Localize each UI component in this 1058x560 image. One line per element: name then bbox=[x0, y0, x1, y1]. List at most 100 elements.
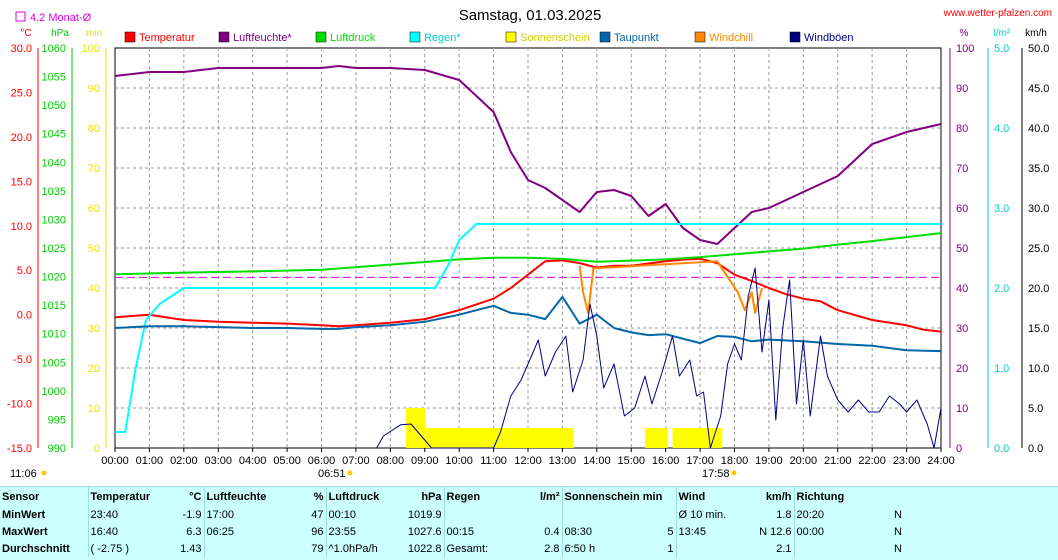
stats-cell: 1022.8 bbox=[407, 542, 442, 555]
stats-cell: 23:40 bbox=[87, 506, 154, 523]
series-line bbox=[114, 295, 942, 353]
left-axis-tick-label: 1000 bbox=[42, 386, 66, 398]
sunshine-bar bbox=[567, 428, 571, 448]
axes: 00:00 01:00 02:00 03:00 04:00 05:00 06:00 07:00… bbox=[7, 28, 1050, 467]
weather-chart: 00:00 01:00 02:00 03:00 04:00 05:00 06:00 07:00… bbox=[7, 7, 1052, 480]
stats-cell: 96 bbox=[311, 525, 324, 538]
right-axis-tick-label: 30 bbox=[956, 323, 968, 335]
stats-header: Richtung bbox=[793, 487, 904, 506]
sunshine-bar bbox=[433, 428, 437, 448]
sunshine-bars bbox=[405, 408, 723, 448]
sunshine-bar bbox=[672, 428, 676, 448]
right-axis-tick-label: 0.0 bbox=[1028, 443, 1043, 455]
sunshine-bar bbox=[680, 428, 684, 448]
left-axis-tick-label: -15.0 bbox=[7, 443, 32, 455]
stats-cell: 00:15 bbox=[443, 523, 518, 540]
series-line bbox=[114, 232, 942, 276]
site-link[interactable]: www.wetter-pfalzen.com bbox=[943, 8, 1052, 19]
stats-cell bbox=[675, 540, 754, 557]
month-avg-icon bbox=[15, 11, 26, 22]
right-axis-tick-label: 35.0 bbox=[1028, 163, 1049, 175]
stats-cell: 1027.6 bbox=[407, 525, 442, 538]
sunshine-bar bbox=[683, 428, 687, 448]
right-axis-tick-label: 3.0 bbox=[994, 203, 1009, 215]
right-axis-tick-label: 5.0 bbox=[994, 43, 1009, 55]
stats-cell: 20:20 bbox=[793, 506, 854, 523]
sunshine-bar bbox=[694, 428, 698, 448]
x-tick-label: 23:00 bbox=[893, 455, 921, 467]
sunshine-bar bbox=[482, 428, 486, 448]
left-axis-tick-label: 1045 bbox=[42, 129, 66, 141]
stats-header: Regen bbox=[443, 487, 518, 506]
sunshine-bar bbox=[523, 428, 527, 448]
stats-cell: 0.4 bbox=[544, 525, 560, 538]
x-tick-label: 24:00 bbox=[927, 455, 955, 467]
legend-label: Taupunkt bbox=[614, 32, 659, 44]
sunshine-bar bbox=[449, 428, 453, 448]
right-axis-tick-label: 4.0 bbox=[994, 123, 1009, 135]
left-axis-tick-label: 10.0 bbox=[11, 221, 32, 233]
stats-cell bbox=[518, 506, 562, 523]
right-axis-unit: km/h bbox=[1025, 28, 1047, 39]
stats-cell: N bbox=[894, 542, 902, 555]
sunshine-bar bbox=[455, 428, 459, 448]
left-axis-tick-label: 25.0 bbox=[11, 87, 32, 99]
sunshine-bar bbox=[488, 428, 492, 448]
sunshine-bar bbox=[675, 428, 679, 448]
right-axis-tick-label: 20.0 bbox=[1028, 283, 1049, 295]
stats-cell: 23:55 bbox=[325, 523, 394, 540]
sunshine-bar bbox=[537, 428, 541, 448]
x-tick-label: 12:00 bbox=[514, 455, 542, 467]
sunshine-bar bbox=[543, 428, 547, 448]
sunshine-bar bbox=[504, 428, 508, 448]
right-axis-tick-label: 30.0 bbox=[1028, 203, 1049, 215]
sunshine-bar bbox=[422, 408, 426, 448]
sunshine-bar bbox=[419, 408, 423, 448]
stats-cell: Ø 10 min. bbox=[675, 506, 754, 523]
x-tick-label: 00:00 bbox=[101, 455, 129, 467]
sunshine-bar bbox=[661, 428, 665, 448]
left-axis-tick-label: 1005 bbox=[42, 357, 66, 369]
x-tick-label: 06:00 bbox=[308, 455, 336, 467]
x-tick-label: 11:00 bbox=[480, 455, 507, 467]
left-axis-tick-label: 0.0 bbox=[17, 310, 32, 322]
legend-label: Luftdruck bbox=[330, 32, 376, 44]
x-tick-label: 19:00 bbox=[755, 455, 783, 467]
sunshine-bar bbox=[521, 428, 525, 448]
x-tick-label: 13:00 bbox=[549, 455, 577, 467]
sunshine-bar bbox=[444, 428, 448, 448]
right-axis-tick-label: 0 bbox=[956, 443, 962, 455]
sunshine-bar bbox=[485, 428, 489, 448]
sun-icon bbox=[41, 470, 47, 476]
right-axis-tick-label: 40.0 bbox=[1028, 123, 1049, 135]
left-axis-tick-label: 1010 bbox=[42, 329, 66, 341]
sunshine-bar bbox=[518, 428, 522, 448]
sunshine-bar bbox=[446, 428, 450, 448]
sunshine-bar bbox=[716, 428, 720, 448]
right-axis-tick-label: 0.0 bbox=[994, 443, 1009, 455]
sunshine-bar bbox=[411, 408, 415, 448]
stats-cell: 00:00 bbox=[793, 523, 854, 540]
sunshine-bar bbox=[548, 428, 552, 448]
x-tick-label: 20:00 bbox=[790, 455, 818, 467]
sunshine-bar bbox=[414, 408, 418, 448]
sunshine-bar bbox=[430, 428, 434, 448]
sunshine-bar bbox=[405, 408, 409, 448]
left-axis-tick-label: 15.0 bbox=[11, 176, 32, 188]
right-axis-tick-label: 70 bbox=[956, 163, 968, 175]
legend-swatch bbox=[409, 31, 421, 43]
series-line bbox=[114, 257, 942, 333]
sunshine-bar bbox=[474, 428, 478, 448]
stats-header: Sonnenschein min bbox=[561, 487, 676, 506]
stats-cell: 1.8 bbox=[776, 508, 792, 521]
x-tick-label: 18:00 bbox=[721, 455, 749, 467]
left-axis-tick-label: 80 bbox=[88, 123, 100, 135]
left-axis-tick-label: 1020 bbox=[42, 272, 66, 284]
x-tick-label: 16:00 bbox=[652, 455, 680, 467]
right-axis-tick-label: 20 bbox=[956, 363, 968, 375]
x-tick-label: 07:00 bbox=[342, 455, 370, 467]
sunshine-bar bbox=[479, 428, 483, 448]
right-axis-tick-label: 15.0 bbox=[1028, 323, 1049, 335]
right-axis-tick-label: 2.0 bbox=[994, 283, 1009, 295]
stats-row-min: MinWert 23:40 -1.9 17:00 47 00:10 1019.9… bbox=[0, 506, 904, 523]
